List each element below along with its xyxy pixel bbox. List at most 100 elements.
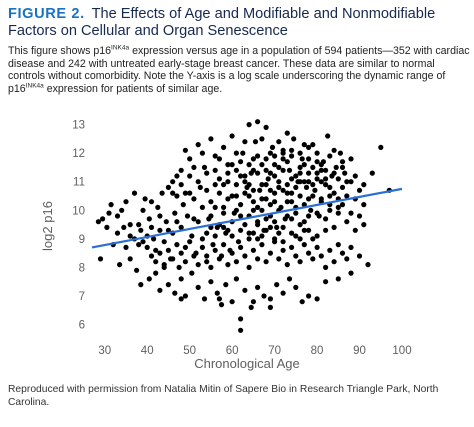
data-point [318, 179, 324, 185]
data-point [344, 219, 350, 225]
data-point [176, 264, 182, 270]
data-point [153, 259, 159, 265]
figure-number: FIGURE 2. [8, 6, 85, 22]
data-point [263, 196, 269, 202]
data-point [140, 239, 146, 245]
data-point [221, 242, 227, 248]
data-point [157, 213, 163, 219]
caption-part-3: expression for patients of similar age. [43, 82, 223, 95]
data-point [327, 207, 333, 213]
figure-caption: This figure shows p16INK4a expression ve… [8, 45, 470, 95]
data-point [144, 244, 150, 250]
data-point [250, 247, 256, 253]
data-point [221, 204, 227, 210]
data-point [272, 153, 278, 159]
data-point [238, 244, 244, 250]
data-point [208, 279, 214, 285]
data-point [172, 210, 178, 216]
data-point [242, 173, 248, 179]
data-point [344, 179, 350, 185]
data-point [280, 239, 286, 245]
data-point [195, 219, 201, 225]
data-point [212, 247, 218, 253]
data-point [284, 213, 290, 219]
data-point [138, 227, 144, 233]
data-point [136, 222, 142, 228]
data-point [197, 184, 203, 190]
data-point [306, 170, 312, 176]
data-point [301, 219, 307, 225]
data-point [199, 204, 205, 210]
data-point [335, 276, 341, 282]
data-point [187, 173, 193, 179]
data-point [221, 210, 227, 216]
data-point [212, 153, 218, 159]
data-point [199, 244, 205, 250]
data-point [163, 219, 169, 225]
data-point [344, 193, 350, 199]
data-point [225, 227, 231, 233]
y-axis-ticks: 6 7 8 9 10 11 12 13 [72, 120, 85, 332]
data-point [255, 170, 261, 176]
data-point [212, 204, 218, 210]
data-point [242, 253, 248, 259]
data-point [201, 296, 208, 302]
data-point [276, 139, 282, 145]
data-point [280, 247, 286, 253]
data-point [310, 182, 316, 188]
data-point [174, 173, 180, 179]
data-point [308, 207, 314, 213]
data-point [263, 167, 269, 173]
data-point [280, 224, 286, 230]
data-point [342, 170, 348, 176]
data-point [182, 259, 188, 265]
data-point [238, 316, 244, 322]
data-point [272, 236, 278, 242]
data-point [280, 156, 286, 162]
data-point [238, 227, 244, 233]
y-tick-label: 11 [73, 177, 85, 189]
data-point [323, 176, 329, 182]
data-point [117, 262, 123, 268]
data-point [318, 253, 324, 259]
data-point [280, 147, 286, 153]
data-point [178, 296, 184, 302]
data-point [212, 167, 218, 173]
data-point [314, 210, 320, 216]
data-point [250, 207, 256, 213]
data-point [301, 179, 307, 185]
data-point [263, 124, 269, 130]
data-point [238, 327, 244, 333]
data-point [318, 167, 324, 173]
data-point [263, 227, 269, 233]
data-point [335, 176, 341, 182]
data-point [314, 233, 320, 239]
data-point [95, 219, 101, 225]
data-point [337, 150, 343, 156]
data-point [297, 150, 303, 156]
data-point [344, 256, 350, 262]
data-point [148, 253, 155, 259]
data-point [187, 156, 193, 162]
data-point [221, 224, 227, 230]
data-point [199, 236, 205, 242]
data-point [323, 216, 329, 222]
data-point [114, 213, 121, 219]
data-point [289, 230, 295, 236]
trend-line [91, 187, 403, 249]
data-point [212, 233, 218, 239]
y-axis-title: log2 p16 [40, 201, 55, 251]
data-point [191, 164, 197, 170]
data-point [255, 153, 261, 159]
figure-title: FIGURE 2. The Effects of Age and Modifia… [8, 6, 470, 40]
data-point [348, 179, 354, 185]
data-point [191, 216, 197, 222]
data-point [201, 164, 208, 170]
data-point [352, 173, 358, 179]
data-point [339, 184, 346, 190]
data-point [323, 279, 329, 285]
data-point [310, 236, 316, 242]
data-point [127, 222, 133, 228]
data-point [339, 202, 346, 208]
data-point [178, 224, 184, 230]
